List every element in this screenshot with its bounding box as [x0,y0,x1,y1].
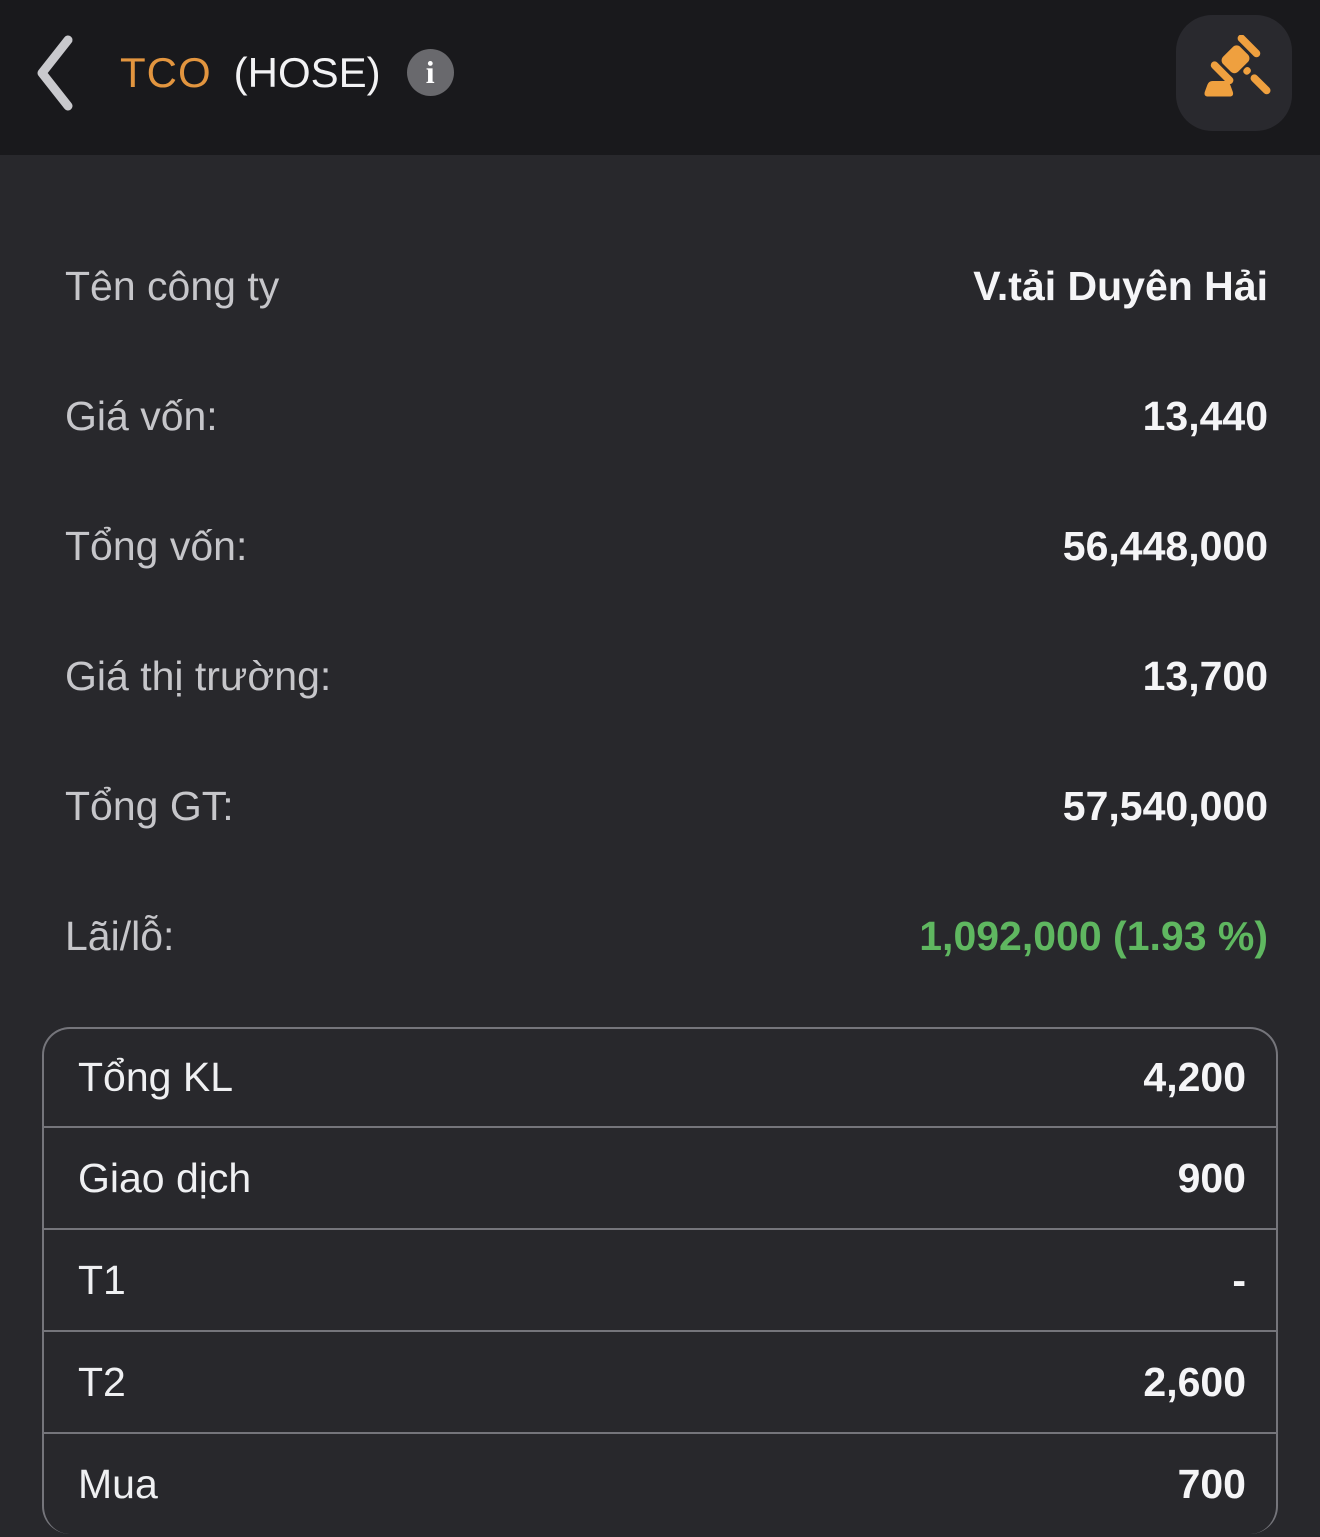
profit-loss-value: 1,092,000 (1.93 %) [919,912,1268,959]
gavel-icon [1204,34,1271,97]
row-label: Giá thị trường: [65,652,332,699]
content: Tên công ty V.tải Duyên Hải Giá vốn: 13,… [0,155,1320,1537]
market-price-value: 13,700 [1142,652,1268,699]
table-row-label: T2 [78,1358,126,1405]
position-summary: Tên công ty V.tải Duyên Hải Giá vốn: 13,… [0,155,1320,1001]
row-label: Tên công ty [65,262,280,309]
total-cost-value: 56,448,000 [1062,522,1268,569]
back-button[interactable] [34,33,78,113]
stock-exchange: (HOSE) [233,48,381,96]
row-label: Tổng vốn: [65,522,248,569]
chevron-left-icon [37,35,73,110]
info-row-cost-price: Giá vốn: 13,440 [65,351,1268,481]
table-row-value: 4,200 [1143,1054,1246,1100]
info-row-total-cost: Tổng vốn: 56,448,000 [65,481,1268,611]
table-row-label: Giao dịch [78,1154,252,1201]
table-row-value: 900 [1177,1154,1246,1201]
total-value: 57,540,000 [1062,782,1268,829]
table-row-t1: T1 - [44,1228,1276,1330]
info-icon: i [425,53,435,90]
table-row-value: 2,600 [1143,1358,1246,1405]
row-label: Lãi/lỗ: [65,912,175,959]
table-row-label: Mua [78,1460,158,1507]
company-name: V.tải Duyên Hải [973,262,1268,309]
table-row-total-volume: Tổng KL 4,200 [44,1029,1276,1126]
table-row-t2: T2 2,600 [44,1330,1276,1432]
table-row-label: Tổng KL [78,1054,233,1100]
row-label: Tổng GT: [65,782,234,829]
info-row-profit-loss: Lãi/lỗ: 1,092,000 (1.93 %) [65,871,1268,1001]
info-button[interactable]: i [406,49,454,96]
info-row-company: Tên công ty V.tải Duyên Hải [65,221,1268,351]
table-row-value: - [1232,1256,1246,1303]
trade-button[interactable] [1176,14,1292,131]
table-row-trading: Giao dịch 900 [44,1126,1276,1228]
table-row-label: T1 [78,1256,126,1303]
header: TCO (HOSE) i [0,0,1320,155]
table-row-value: 700 [1177,1460,1246,1507]
volume-table: Tổng KL 4,200 Giao dịch 900 T1 - T2 2,60… [42,1027,1278,1534]
table-row-buy: Mua 700 [44,1432,1276,1534]
row-label: Giá vốn: [65,392,218,439]
cost-price-value: 13,440 [1142,392,1268,439]
info-row-total-value: Tổng GT: 57,540,000 [65,741,1268,871]
stock-symbol: TCO [120,48,212,96]
info-row-market-price: Giá thị trường: 13,700 [65,611,1268,741]
